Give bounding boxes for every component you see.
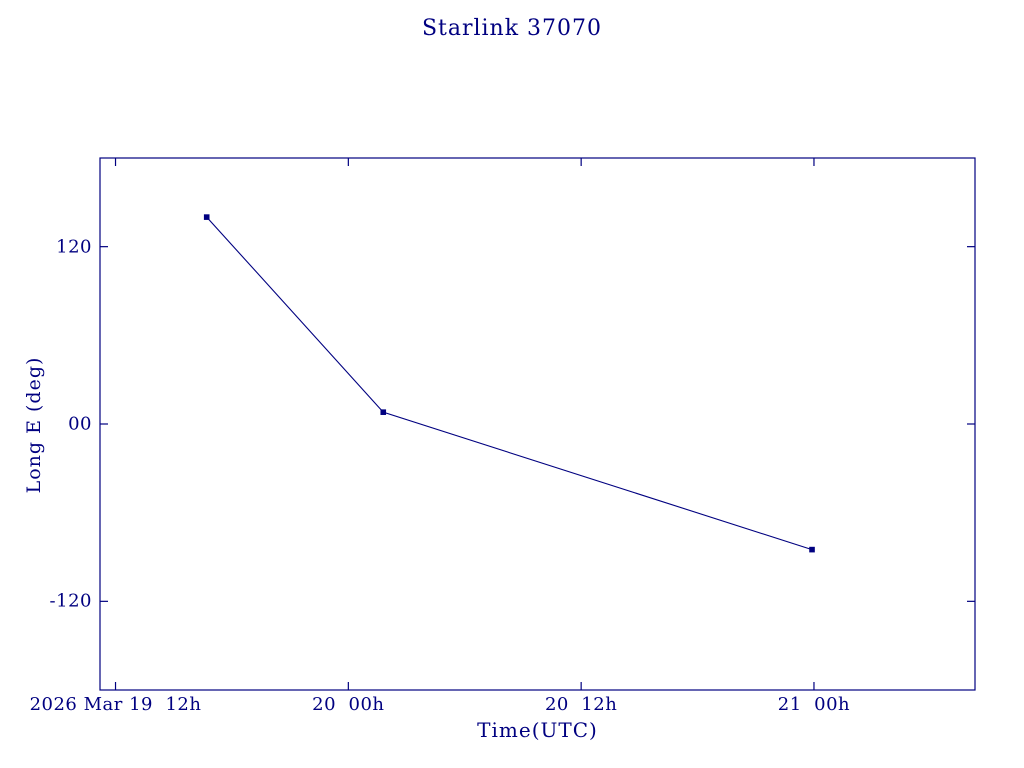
chart-title: Starlink 37070 (421, 16, 603, 41)
x-tick-label-2: 20 12h (544, 694, 618, 715)
y-tick-label-0: 120 (56, 236, 92, 258)
data-line (206, 216, 813, 551)
plot-frame (99, 157, 976, 691)
y-tick-label-1: 00 (68, 413, 92, 435)
data-point-marker (380, 409, 387, 415)
x-axis-label: Time(UTC) (477, 718, 598, 742)
x-tick-label-1: 20 00h (312, 694, 385, 715)
data-point-marker (809, 546, 815, 553)
x-tick-label-0: 2026 Mar 19 12h (29, 694, 202, 715)
y-tick-label-2: -120 (49, 590, 92, 612)
x-tick-label-3: 21 00h (777, 694, 851, 715)
data-point-marker (203, 214, 210, 220)
